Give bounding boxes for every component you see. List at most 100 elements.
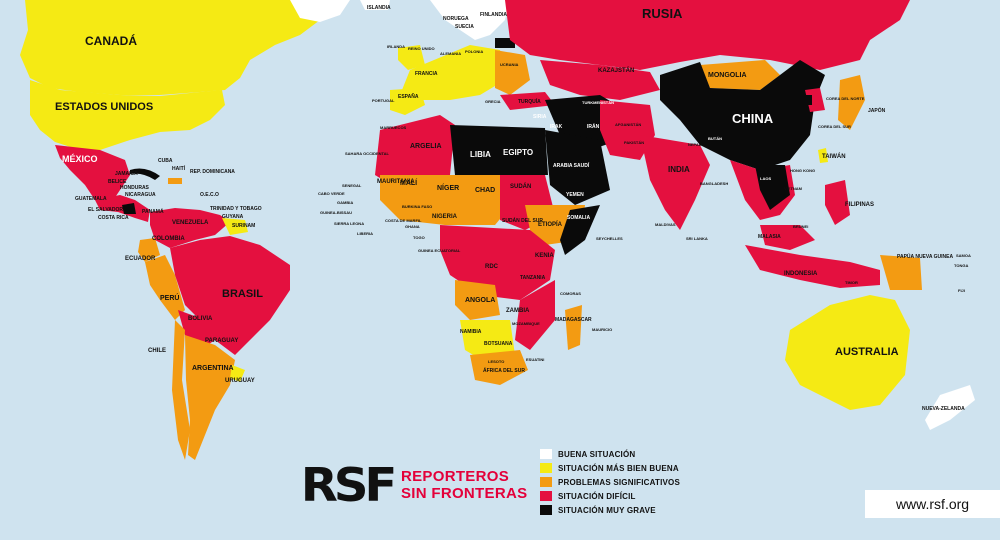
label-grecia: GRECIA <box>485 99 501 104</box>
label-brasil: BRASIL <box>222 288 263 300</box>
asia <box>500 0 922 290</box>
label-chile: CHILE <box>148 348 166 354</box>
label-espana: ESPAÑA <box>398 93 419 100</box>
label-rdc: RDC <box>485 264 499 270</box>
label-sudan-sur: SUDÁN DEL SUR <box>502 217 543 224</box>
region-south-africa <box>470 350 528 385</box>
region-indonesia <box>745 245 880 288</box>
region-iberia <box>390 88 425 115</box>
label-vietnam: VIETNAM <box>784 186 803 191</box>
region-australia <box>785 295 910 410</box>
label-guyana: GUYANA <box>222 214 244 220</box>
label-liberia: LIBERIA <box>357 231 373 236</box>
region-argentina <box>185 335 235 460</box>
label-seychelles: SEYCHELLES <box>596 236 623 241</box>
legend-label: SITUACIÓN MÁS BIEN BUENA <box>558 463 679 473</box>
region-guyana-surinam <box>222 218 248 235</box>
region-usa <box>30 80 225 150</box>
label-peru: PERÚ <box>160 293 179 302</box>
region-malaysia <box>760 225 815 250</box>
region-belarus <box>495 38 515 48</box>
region-eastern-europe <box>495 50 530 95</box>
label-rusia: RUSIA <box>642 6 683 21</box>
region-western-europe <box>400 45 505 100</box>
region-sahel <box>380 175 520 225</box>
region-iceland <box>360 0 390 10</box>
label-libia: LIBIA <box>470 150 491 159</box>
label-haiti: HAITÍ <box>172 164 186 172</box>
label-togo: TOGO <box>413 235 425 240</box>
label-ecuador: ECUADOR <box>125 256 156 262</box>
region-peru <box>145 255 185 320</box>
region-taiwan <box>818 148 828 163</box>
label-canada: CANADÁ <box>85 33 137 48</box>
label-gambia: GAMBIA <box>337 200 353 205</box>
label-paraguay: PARAGUAY <box>205 338 238 344</box>
region-north-korea <box>798 95 812 105</box>
region-brasil <box>170 236 290 355</box>
region-papua <box>880 255 922 290</box>
label-mexico: MÉXICO <box>62 154 98 164</box>
region-china <box>660 60 825 170</box>
label-india: INDIA <box>668 165 690 174</box>
website-text[interactable]: www.rsf.org <box>895 496 970 512</box>
label-kazajstan: KAZAJSTÁN <box>598 67 634 74</box>
legend-swatch <box>540 477 552 487</box>
label-suecia: SUECIA <box>455 24 474 30</box>
label-filipinas: FILIPINAS <box>845 202 874 208</box>
region-central-africa <box>440 225 555 300</box>
label-mauricio: MAURICIO <box>592 327 612 332</box>
label-jamaica: JAMAICA <box>115 171 138 177</box>
region-angola <box>455 280 500 320</box>
label-venezuela: VENEZUELA <box>172 220 209 226</box>
label-mozambique: MOZAMBIQUE <box>512 321 540 326</box>
map-legend: BUENA SITUACIÓN SITUACIÓN MÁS BIEN BUENA… <box>540 447 680 517</box>
label-burkina: BURKINA FASO <box>402 204 432 209</box>
region-laos-vietnam <box>755 165 790 210</box>
region-greenland <box>290 0 350 22</box>
region-bolivia-paraguay <box>178 310 215 350</box>
label-iran: IRÁN <box>587 123 600 130</box>
label-indonesia: INDONESIA <box>784 271 818 277</box>
label-guinea-bissau: GUINEA-BISSAU <box>320 210 352 215</box>
region-india <box>640 135 710 230</box>
legend-swatch <box>540 505 552 515</box>
rsf-logo: RSF REPORTEROS SIN FRONTERAS <box>301 462 527 508</box>
legend-swatch <box>540 491 552 501</box>
region-japan <box>838 75 865 130</box>
label-hong-kong: HONG KONG <box>790 168 815 173</box>
label-kenia: KENIA <box>535 253 554 259</box>
region-hispaniola <box>168 178 182 184</box>
region-uk-ireland <box>398 45 425 70</box>
website-link[interactable]: www.rsf.org <box>865 490 1000 518</box>
logo-line-1: REPORTEROS <box>400 468 509 485</box>
label-noruega: NORUEGA <box>443 16 469 22</box>
region-mozambique <box>515 280 555 350</box>
label-mauritania: MAURITANIA <box>377 179 415 185</box>
label-tanzania: TANZANIA <box>520 275 546 281</box>
label-rep-dominicana: REP. DOMINICANA <box>190 169 235 175</box>
label-marruecos: MARRUECOS <box>380 125 407 130</box>
label-arabia: ARABIA SAUDÍ <box>553 161 590 169</box>
oceania <box>785 295 975 430</box>
legend-item-dificil: SITUACIÓN DIFÍCIL <box>540 489 680 503</box>
legend-swatch <box>540 449 552 459</box>
label-taiwan: TAIWÁN <box>822 153 846 160</box>
label-senegal: SENEGAL <box>342 183 362 188</box>
label-uruguay: URUGUAY <box>225 378 255 384</box>
north-america <box>20 0 350 222</box>
legend-item-buena: BUENA SITUACIÓN <box>540 447 680 461</box>
label-timor: TIMOR <box>845 280 858 285</box>
label-malasia: MALASIA <box>758 234 781 240</box>
label-comoras: COMORAS <box>560 291 581 296</box>
label-yemen: YEMEN <box>566 192 584 198</box>
region-kazakhstan <box>540 60 660 100</box>
rsf-logo-text: REPORTEROS SIN FRONTERAS <box>401 468 527 502</box>
label-irlanda: IRLANDA <box>387 44 405 49</box>
region-mongolia <box>700 60 780 90</box>
region-scandinavia <box>430 0 510 40</box>
legend-label: SITUACIÓN DIFÍCIL <box>558 491 636 501</box>
label-corea-sur: COREA DEL SUR <box>818 124 851 129</box>
label-niger: NÍGER <box>437 183 459 192</box>
region-philippines <box>825 180 850 225</box>
